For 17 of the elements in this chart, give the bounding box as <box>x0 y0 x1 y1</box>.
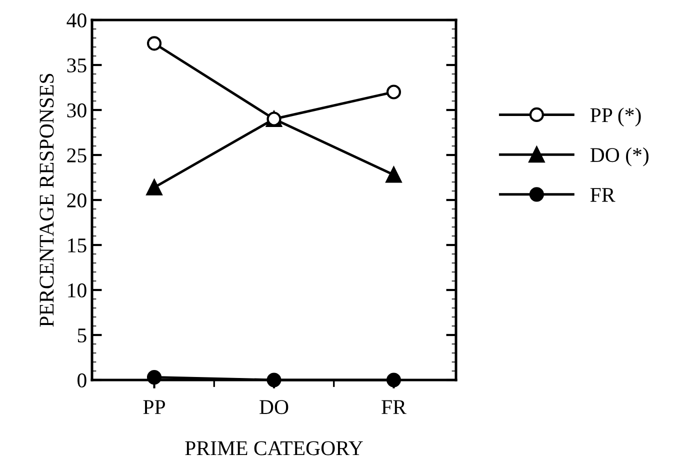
y-tick-label: 20 <box>67 193 86 208</box>
y-tick-label: 5 <box>78 328 86 342</box>
x-tick-label: PP <box>143 400 166 414</box>
y-tick-label: 25 <box>67 148 86 162</box>
legend-label: DO (*) <box>590 147 648 166</box>
y-tick-label: 10 <box>68 283 86 298</box>
y-tick-label: 40 <box>66 13 86 28</box>
y-tick-label: 30 <box>67 103 86 118</box>
y-axis-title: PERCENTAGE RESPONSES <box>40 74 54 327</box>
y-tick-label: 0 <box>78 373 86 388</box>
x-tick-label: DO <box>260 400 288 414</box>
x-tick-label: FR <box>382 400 406 414</box>
y-tick-label: 35 <box>67 58 86 72</box>
legend-label: PP (*) <box>590 108 641 126</box>
y-tick-label: 15 <box>68 238 86 252</box>
legend-label: FR <box>590 188 616 202</box>
x-axis-title: PRIME CATEGORY <box>185 441 363 456</box>
